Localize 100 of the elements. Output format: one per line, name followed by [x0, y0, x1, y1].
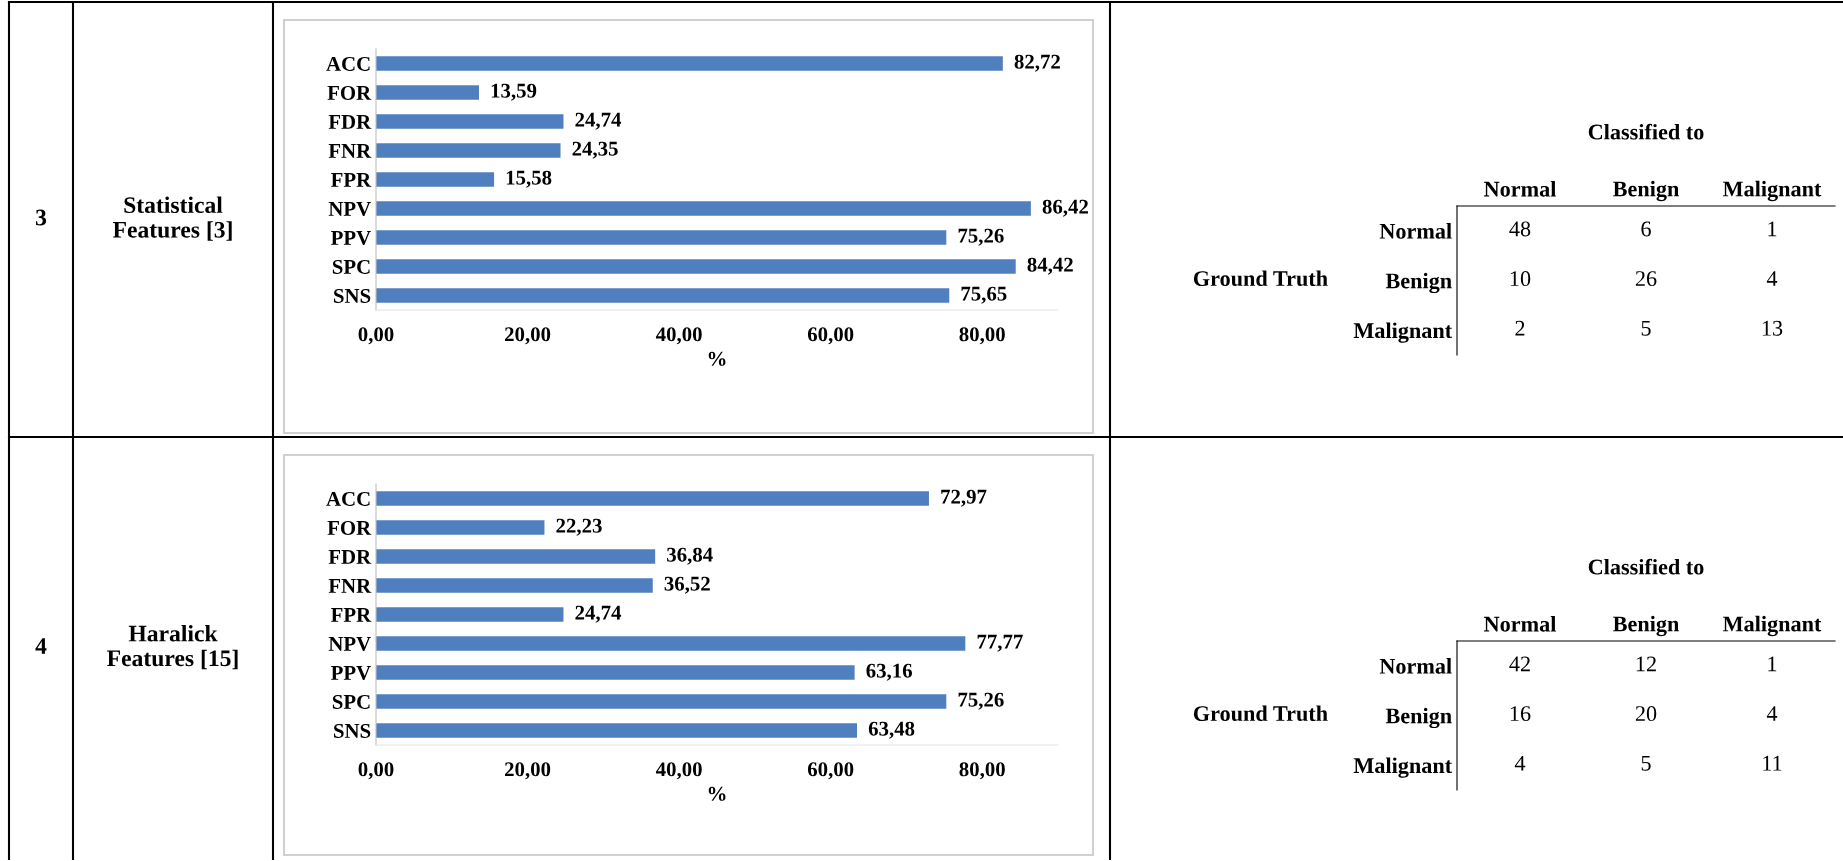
data-label: 24,35 — [572, 141, 618, 159]
data-label: 4 — [1766, 706, 1778, 721]
bar — [376, 607, 564, 622]
y-tick-label: Benign — [1385, 707, 1452, 729]
y-tick-label: FOR — [327, 85, 372, 100]
data-label: 24,74 — [575, 112, 622, 130]
data-label: 11 — [1763, 755, 1782, 771]
data-label: 16 — [1510, 706, 1531, 722]
y-tick-label: FDR — [328, 550, 372, 564]
bar — [376, 694, 947, 709]
data-label: 75,26 — [958, 228, 1004, 246]
data-label: 26 — [1635, 271, 1657, 287]
y-tick-label: SPC — [332, 694, 370, 709]
chart-title: Classified to — [1588, 558, 1704, 575]
data-label: 24,74 — [575, 605, 622, 623]
data-label: 1 — [1768, 221, 1777, 237]
text: Statistical Features [3] — [112, 196, 232, 241]
y-tick-label: PPV — [331, 666, 371, 681]
bar — [376, 665, 855, 680]
data-label: 75,65 — [961, 286, 1007, 304]
data-label: 20 — [1635, 706, 1657, 722]
y-tick-label: FPR — [331, 173, 372, 187]
x-axis-title: % — [708, 786, 726, 801]
x-tick-label: 0,00 — [358, 327, 394, 345]
x-tick-label: 40,00 — [655, 327, 702, 345]
x-tick-label: Malignant — [1722, 615, 1822, 637]
bar — [376, 259, 1016, 274]
data-label: 4 — [1766, 271, 1778, 286]
data-label: 36,84 — [667, 547, 713, 565]
y-axis-title: Ground Truth — [1193, 270, 1328, 287]
bar — [376, 143, 561, 158]
y-tick-label: ACC — [326, 491, 370, 506]
bar — [376, 636, 966, 651]
y-tick-label: NPV — [328, 202, 371, 217]
y-tick-label: SPC — [332, 259, 370, 274]
x-tick-label: Benign — [1613, 180, 1680, 202]
data-label: 77,77 — [977, 634, 1023, 652]
data-label: 4 — [1514, 755, 1526, 771]
chart-title: Classified to — [1588, 123, 1704, 140]
y-tick-label: Benign — [1385, 272, 1452, 294]
x-tick-label: Malignant — [1722, 180, 1822, 202]
y-tick-label: ACC — [326, 56, 370, 71]
bar — [376, 520, 545, 535]
y-axis-title: Ground Truth — [1193, 705, 1328, 722]
data-label: 75,26 — [958, 692, 1004, 710]
bar — [376, 230, 947, 245]
x-tick-label: 80,00 — [959, 327, 1005, 345]
data-label: 63,48 — [868, 721, 915, 739]
data-label: 86,42 — [1042, 199, 1088, 217]
bar — [376, 172, 495, 187]
y-tick-label: PPV — [331, 231, 371, 246]
bar — [376, 56, 1003, 71]
bar — [376, 491, 929, 506]
data-label: 1 — [1768, 656, 1777, 672]
data-label: 36,52 — [664, 576, 710, 594]
bar — [376, 578, 653, 593]
y-tick-label: NPV — [328, 637, 371, 652]
x-tick-label: 80,00 — [959, 762, 1005, 780]
y-tick-label: SNS — [334, 288, 371, 303]
text: Haralick Features [15] — [107, 624, 238, 670]
x-tick-label: 20,00 — [504, 762, 551, 780]
data-label: 5 — [1641, 320, 1651, 336]
data-label: 22,23 — [556, 518, 602, 536]
x-axis-title: % — [708, 351, 726, 366]
data-label: 12 — [1636, 656, 1656, 672]
y-tick-label: Normal — [1379, 223, 1452, 239]
y-tick-label: Normal — [1379, 658, 1452, 674]
data-label: 6 — [1641, 221, 1651, 237]
bar — [376, 723, 858, 738]
data-label: 5 — [1641, 755, 1651, 771]
data-label: 10 — [1510, 271, 1531, 287]
y-tick-label: FPR — [331, 608, 372, 622]
y-tick-label: FNR — [328, 579, 372, 593]
data-label: 48 — [1509, 221, 1531, 237]
bar — [376, 201, 1031, 216]
x-tick-label: Benign — [1613, 615, 1680, 637]
data-label: 63,16 — [866, 663, 912, 681]
x-tick-label: 0,00 — [358, 762, 394, 780]
text: 3 — [35, 209, 47, 226]
data-label: 13,59 — [491, 83, 537, 101]
y-tick-label: FDR — [328, 115, 372, 129]
data-label: 13 — [1762, 320, 1783, 336]
bar — [376, 549, 656, 564]
y-tick-label: FNR — [328, 144, 372, 158]
bar — [376, 85, 479, 100]
y-tick-label: FOR — [327, 520, 372, 535]
x-tick-label: 60,00 — [807, 762, 854, 780]
data-label: 82,72 — [1014, 54, 1060, 72]
data-label: 72,97 — [941, 489, 987, 507]
data-label: 2 — [1515, 320, 1525, 336]
data-label: 84,42 — [1027, 257, 1073, 275]
x-tick-label: Normal — [1484, 180, 1557, 197]
x-tick-label: 60,00 — [807, 327, 854, 345]
x-tick-label: 40,00 — [655, 762, 702, 780]
bar — [376, 114, 564, 129]
data-label: 15,58 — [506, 170, 552, 188]
x-tick-label: Normal — [1484, 615, 1557, 632]
y-tick-label: SNS — [334, 723, 371, 738]
x-tick-label: 20,00 — [504, 327, 551, 345]
data-label: 42 — [1509, 656, 1530, 672]
